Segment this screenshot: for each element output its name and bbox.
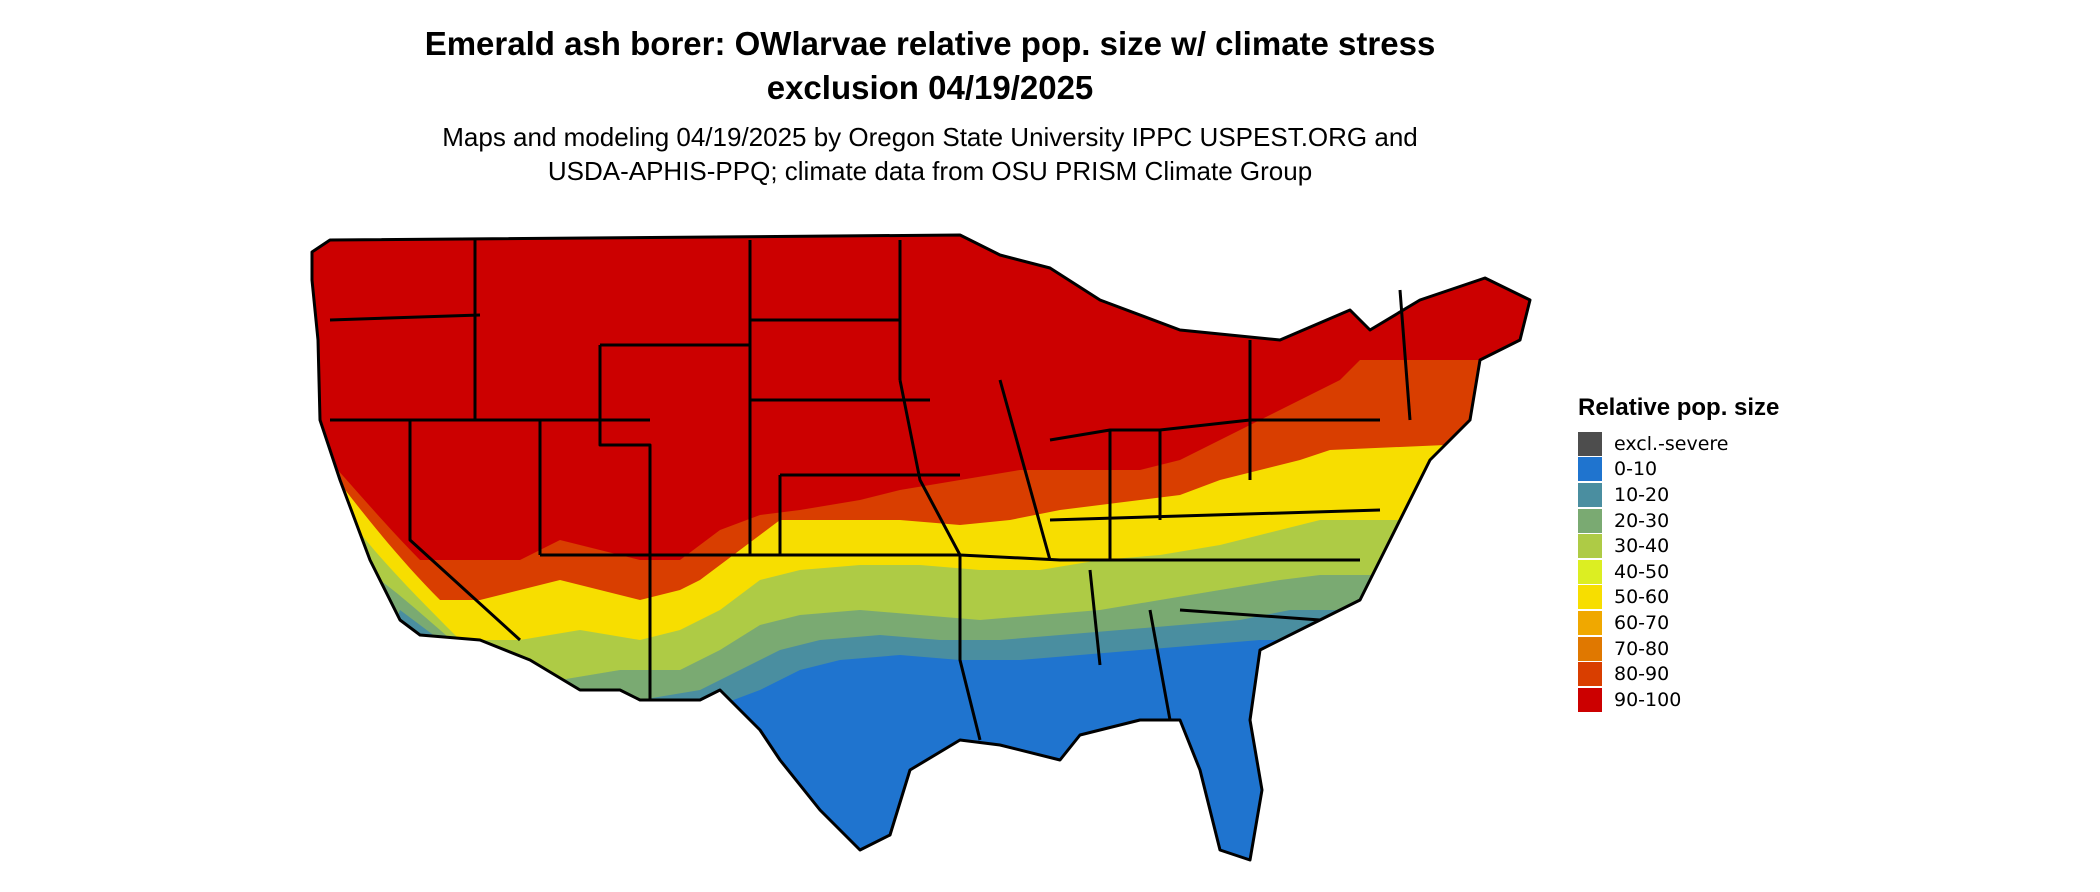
- legend-item: 30-40: [1578, 533, 1779, 559]
- subtitle-line-2: USDA-APHIS-PPQ; climate data from OSU PR…: [547, 156, 1313, 186]
- legend-title: Relative pop. size: [1578, 394, 1780, 421]
- legend-item: 20-30: [1578, 508, 1779, 534]
- legend-item: 70-80: [1578, 636, 1779, 662]
- legend-label: excl.-severe: [1614, 432, 1729, 455]
- legend-label: 70-80: [1614, 637, 1670, 660]
- title-line-2: exclusion 04/19/2025: [766, 69, 1094, 106]
- legend-item: 80-90: [1578, 661, 1779, 687]
- legend-item: 0-10: [1578, 457, 1779, 483]
- legend-label: 50-60: [1614, 586, 1670, 609]
- legend-swatch: [1578, 636, 1602, 661]
- legend-swatch: [1578, 662, 1602, 687]
- legend-label: 10-20: [1614, 483, 1670, 506]
- climate-bands: [312, 235, 1530, 860]
- legend-swatch: [1578, 687, 1602, 712]
- legend-item: 60-70: [1578, 610, 1779, 636]
- legend-swatch: [1578, 610, 1602, 635]
- state-boundaries: [310, 233, 1532, 862]
- legend-item: 40-50: [1578, 559, 1779, 585]
- us-map: [310, 233, 1532, 862]
- legend-item: excl.-severe: [1578, 431, 1779, 457]
- legend-label: 30-40: [1614, 535, 1670, 558]
- title-line-1: Emerald ash borer: OWlarvae relative pop…: [424, 25, 1436, 62]
- legend-item: 10-20: [1578, 482, 1779, 508]
- legend-label: 0-10: [1614, 458, 1658, 481]
- legend: Relative pop. size excl.-severe 0-10 10-20…: [1578, 393, 1779, 713]
- legend-swatch: [1578, 559, 1602, 584]
- subtitle-line-1: Maps and modeling 04/19/2025 by Oregon S…: [442, 122, 1418, 152]
- legend-item: 90-100: [1578, 687, 1779, 713]
- map-subtitle: Maps and modeling 04/19/2025 by Oregon S…: [380, 120, 1480, 188]
- map-title: Emerald ash borer: OWlarvae relative pop…: [380, 22, 1480, 110]
- legend-swatch: [1578, 508, 1602, 533]
- legend-label: 80-90: [1614, 663, 1670, 686]
- legend-label: 90-100: [1614, 688, 1682, 711]
- legend-label: 20-30: [1614, 509, 1670, 532]
- legend-item: 50-60: [1578, 585, 1779, 611]
- legend-swatch: [1578, 431, 1602, 456]
- legend-swatch: [1578, 534, 1602, 559]
- legend-label: 40-50: [1614, 560, 1670, 583]
- legend-swatch: [1578, 482, 1602, 507]
- legend-swatch: [1578, 585, 1602, 610]
- legend-swatch: [1578, 457, 1602, 482]
- legend-items: excl.-severe 0-10 10-20 20-30 30-40 40-50 50-6…: [1578, 431, 1779, 713]
- legend-label: 60-70: [1614, 611, 1670, 634]
